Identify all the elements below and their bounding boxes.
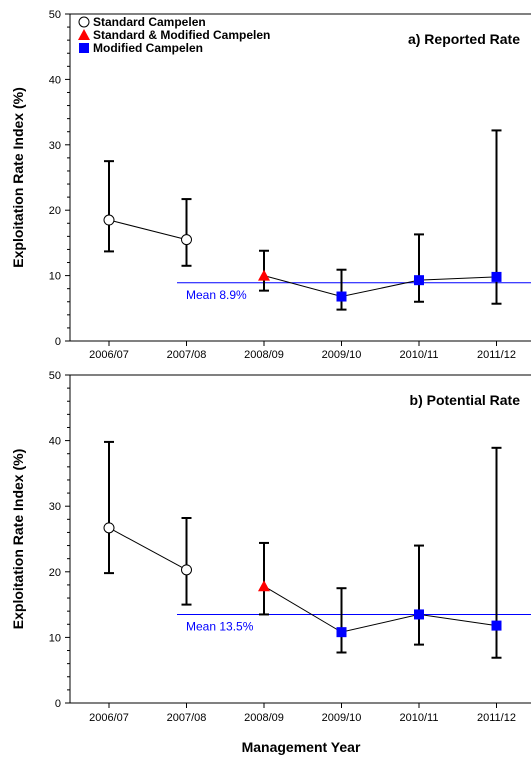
- panel-a-ytick-label: 30: [49, 140, 61, 152]
- panel-b-point: [181, 564, 192, 576]
- panel-a-series-line: [108, 219, 187, 241]
- panel-a-point: [414, 275, 424, 286]
- panel-a-xtick-label: 2008/09: [244, 349, 284, 361]
- panel-b-ytick-label: 30: [49, 501, 61, 513]
- panel-b-point: [414, 609, 424, 620]
- panel-a-ytick-label: 50: [49, 9, 61, 21]
- panel-a-point: [336, 291, 347, 302]
- panel-b-series-line: [108, 527, 187, 571]
- panel-a-ytick-label: 0: [55, 336, 61, 348]
- panel-b-xtick-label: 2008/09: [244, 712, 284, 724]
- panel-a-xtick-label: 2007/08: [167, 349, 207, 361]
- panel-b-xtick-label: 2007/08: [167, 712, 207, 724]
- panel-b-point: [491, 620, 502, 631]
- panel-b-point: [336, 627, 347, 638]
- panel-b-xtick-label: 2011/12: [477, 712, 516, 724]
- panel-b-potential-rate: 0 10 20 30 40 50 2006/07 2007/08 2008/09 2009/10 2…: [10, 370, 531, 724]
- panel-a-xtick-label: 2010/11: [400, 349, 439, 361]
- panel-a-ytick-label: 20: [49, 205, 61, 217]
- panel-a-point: [258, 269, 270, 281]
- panel-b-ytick-label: 50: [49, 370, 61, 382]
- panel-b-point: [103, 522, 115, 534]
- panel-a-xtick-label: 2011/12: [477, 349, 516, 361]
- panel-a-y-axis-title: Exploitation Rate Index (%): [10, 87, 26, 267]
- panel-b-ytick-label: 40: [49, 436, 61, 448]
- panel-a-mean-label: Mean 8.9%: [186, 288, 247, 302]
- panel-b-ytick-label: 10: [49, 632, 61, 644]
- panel-a-point: [103, 214, 115, 226]
- panel-b-ytick-label: 0: [55, 698, 61, 710]
- panel-b-ytick-label: 20: [49, 567, 61, 579]
- legend-label: Modified Campelen: [93, 41, 203, 55]
- panel-b-series-line: [263, 585, 497, 633]
- panel-b-xtick-label: 2010/11: [400, 712, 439, 724]
- panel-a-series-line: [263, 275, 497, 298]
- panel-a-ytick-label: 10: [49, 271, 61, 283]
- panel-b-y-axis-title: Exploitation Rate Index (%): [10, 449, 26, 629]
- legend-marker: [78, 16, 90, 28]
- legend-marker: [78, 29, 90, 40]
- legend-label: Standard Campelen: [93, 15, 206, 29]
- legend-marker: [79, 43, 89, 53]
- legend-label: Standard & Modified Campelen: [93, 28, 270, 42]
- panel-a-xtick-label: 2006/07: [89, 349, 129, 361]
- panel-a-title: a) Reported Rate: [408, 31, 520, 47]
- panel-b-xtick-label: 2009/10: [322, 712, 362, 724]
- x-axis-title: Management Year: [242, 739, 361, 755]
- panel-b-mean-label: Mean 13.5%: [186, 619, 254, 633]
- panel-a-point: [181, 234, 192, 246]
- panel-a-point: [491, 271, 502, 282]
- panel-b-xtick-label: 2006/07: [89, 712, 129, 724]
- panel-a-ytick-label: 40: [49, 74, 61, 86]
- panel-a-xtick-label: 2009/10: [322, 349, 362, 361]
- panel-b-title: b) Potential Rate: [410, 392, 521, 408]
- panel-a-reported-rate: 0 10 20 30 40 50 2006/07 2007/08 2008/09 2009/10 2…: [10, 9, 531, 361]
- panel-b-point: [258, 580, 270, 592]
